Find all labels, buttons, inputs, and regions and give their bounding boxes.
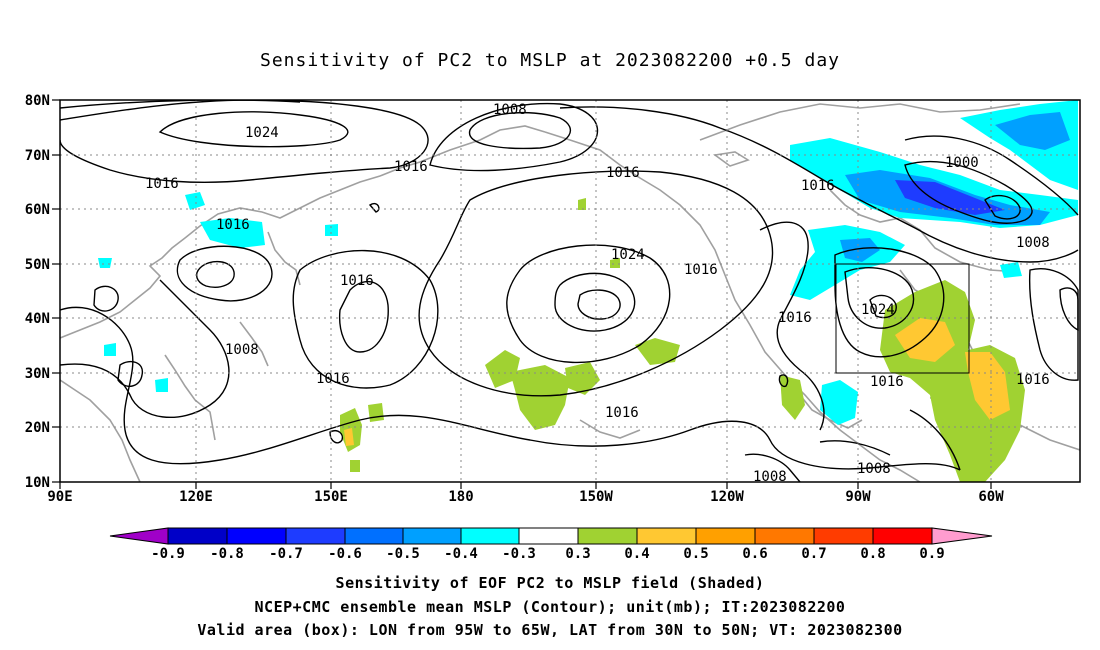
colorbar-cell [402,527,462,545]
caption-valid-area: Valid area (box): LON from 95W to 65W, L… [197,621,903,639]
colorbar-cell [872,527,933,545]
colorbar-label: 0.5 [683,546,708,562]
contour-label: 1016 [394,159,428,175]
contour-label: 1016 [870,374,904,390]
chart-title: Sensitivity of PC2 to MSLP at 2023082200… [259,50,840,71]
colorbar-label: 0.3 [565,546,590,562]
contour-label: 1016 [684,262,718,278]
contour-label: 1016 [778,310,812,326]
colorbar-label: 0.4 [624,546,649,562]
lat-label: 80N [25,93,50,109]
lon-label: 120E [179,489,213,505]
colorbar-label: 0.9 [919,546,944,562]
caption-shading: Sensitivity of EOF PC2 to MSLP field (Sh… [335,574,765,592]
contour-label: 1016 [1016,372,1050,388]
colorbar-cell [167,527,228,545]
grid [60,100,1080,482]
colorbar-label: -0.3 [502,546,536,562]
contour-label: 1008 [857,461,891,477]
colorbar-cell [695,527,756,545]
lat-label: 40N [25,311,50,327]
contour-label: 1016 [801,178,835,194]
positive-shading [340,198,1025,482]
colorbar-cell [636,527,697,545]
axis-ticks [52,99,992,489]
colorbar-cell [754,527,815,545]
contour-label: 1016 [606,165,640,181]
contour-label: 1024 [245,125,279,141]
lat-label: 20N [25,420,50,436]
colorbar-arrow-left [109,527,169,545]
contour-label: 1024 [861,302,895,318]
colorbar-cell [577,527,638,545]
contour-label: 1000 [945,155,979,171]
plot-frame [59,99,1081,483]
lon-label: 150W [579,489,613,505]
colorbar-label: -0.6 [328,546,362,562]
lat-label: 60N [25,202,50,218]
contour-label: 1016 [216,217,250,233]
lon-label: 90E [47,489,72,505]
lat-label: 30N [25,366,50,382]
colorbar-cell [460,527,520,545]
valid-area-box [835,263,970,374]
colorbar-label: -0.9 [151,546,185,562]
caption-contour: NCEP+CMC ensemble mean MSLP (Contour); u… [254,598,846,616]
colorbar-cell [226,527,287,545]
lon-label: 90W [845,489,871,505]
contour-label: 1008 [753,469,787,485]
colorbar-cell [344,527,404,545]
negative-shading [98,100,1078,425]
colorbar-label: 0.8 [860,546,885,562]
lon-label: 120W [710,489,744,505]
lat-label: 10N [25,475,50,491]
contour-label: 1024 [611,247,645,263]
lat-label: 50N [25,257,50,273]
lon-label: 150E [314,489,348,505]
colorbar-cell [285,527,346,545]
colorbar-label: 0.7 [801,546,826,562]
contour-label: 1016 [605,405,639,421]
lon-label: 60W [978,489,1004,505]
colorbar: -0.9 -0.8 -0.7 -0.6 -0.5 -0.4 -0.3 0.3 0… [109,527,993,562]
colorbar-cell [518,527,579,545]
lon-label: 180 [448,489,473,505]
contour-label: 1008 [225,342,259,358]
lat-label: 70N [25,148,50,164]
colorbar-label: -0.8 [210,546,244,562]
contour-label: 1016 [340,273,374,289]
colorbar-label: 0.6 [742,546,767,562]
colorbar-arrow-right [931,527,993,545]
contour-label: 1016 [316,371,350,387]
colorbar-cell [813,527,874,545]
colorbar-label: -0.4 [444,546,478,562]
contour-label: 1008 [493,102,527,118]
colorbar-label: -0.7 [269,546,303,562]
contour-label: 1016 [145,176,179,192]
contour-label: 1008 [1016,235,1050,251]
colorbar-label: -0.5 [386,546,420,562]
